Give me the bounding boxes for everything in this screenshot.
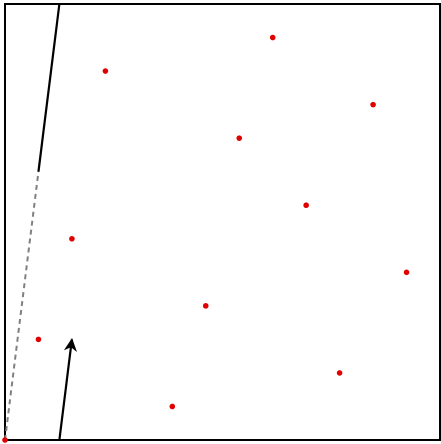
- lattice-point: [269, 34, 276, 41]
- lattice-point: [202, 303, 209, 309]
- lattice-point: [35, 336, 42, 343]
- dashed-segment: [4, 171, 40, 441]
- lines-layer: [4, 3, 77, 441]
- lattice-point: [102, 68, 109, 74]
- points-layer: [2, 34, 410, 443]
- lattice-point: [169, 403, 176, 410]
- unit-square-frame: [4, 3, 441, 441]
- lattice-point: [370, 101, 376, 108]
- lattice-point: [403, 269, 410, 276]
- lattice-point: [2, 437, 8, 443]
- solid-segment: [37, 3, 61, 172]
- lattice-point: [236, 135, 243, 141]
- lattice-point: [69, 235, 75, 242]
- lattice-point: [303, 202, 309, 209]
- lattice-point: [336, 370, 343, 376]
- arrow-segment: [58, 338, 77, 441]
